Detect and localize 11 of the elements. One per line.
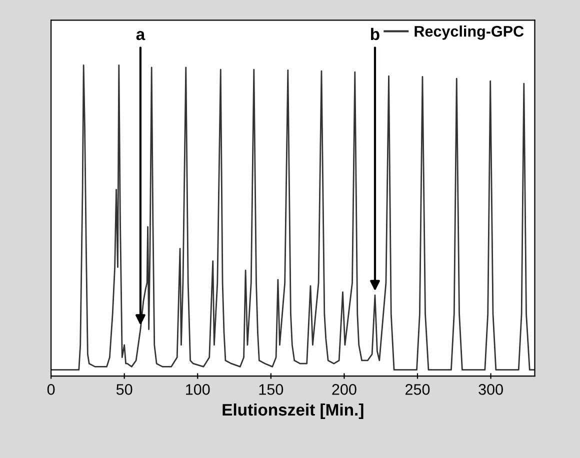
x-tick-label: 200 xyxy=(332,384,356,395)
x-tick-label: 250 xyxy=(406,384,430,395)
x-tick-label: 50 xyxy=(116,384,132,395)
x-tick-label: 0 xyxy=(47,384,55,395)
x-tick-label: 300 xyxy=(478,384,503,395)
annotation: a xyxy=(136,31,146,40)
legend-label: Recycling-GPC xyxy=(414,26,524,40)
x-tick-label: 100 xyxy=(186,384,210,395)
x-axis-title: Elutionszeit [Min.] xyxy=(222,403,364,419)
annotation: b xyxy=(370,28,380,40)
x-tick-label: 150 xyxy=(259,384,284,395)
